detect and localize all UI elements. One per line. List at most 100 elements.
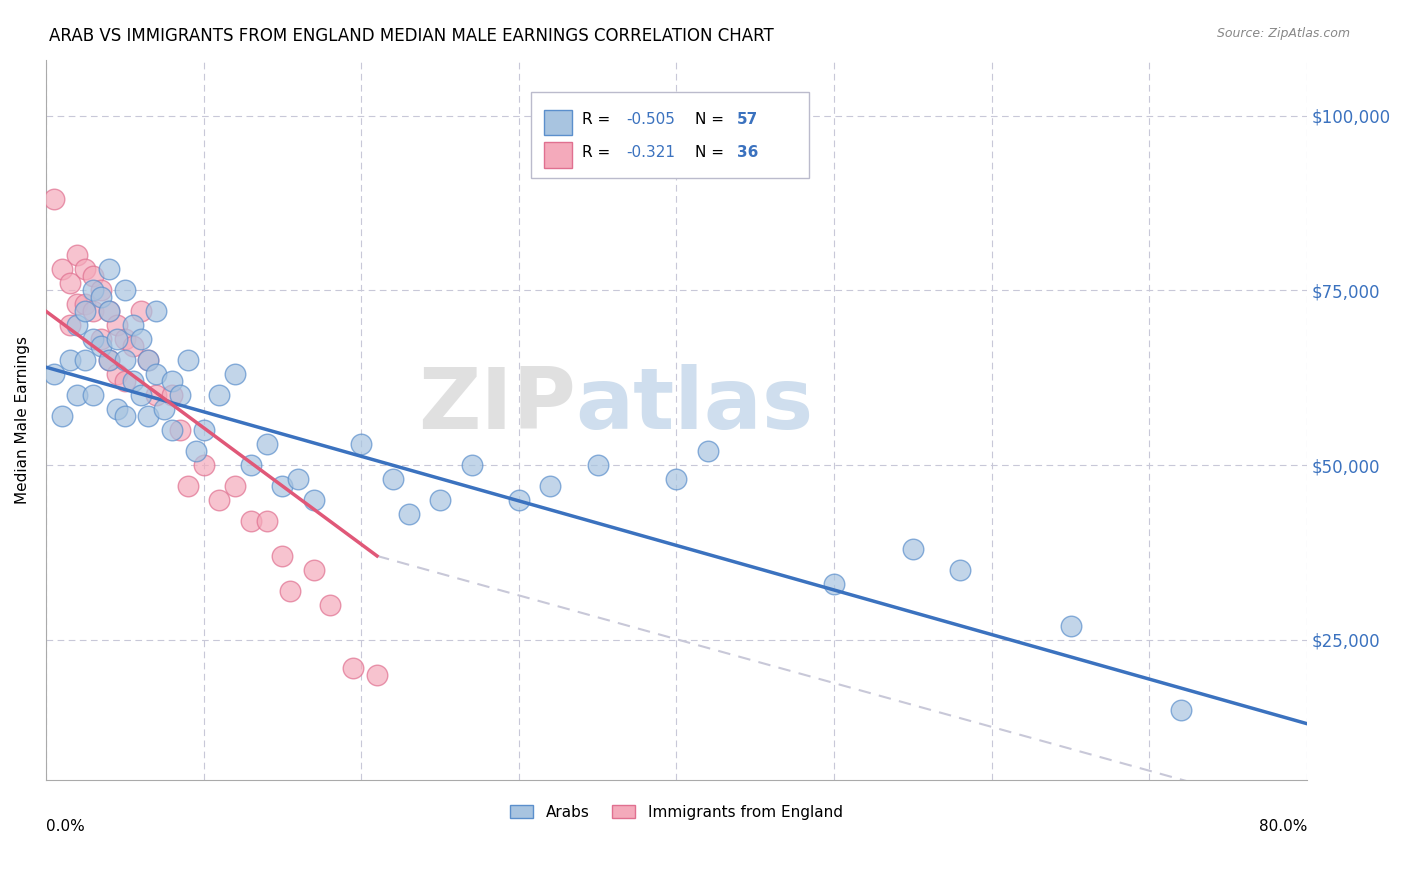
Text: 80.0%: 80.0% (1258, 819, 1308, 834)
Point (138, 409, 160, 423)
Point (82, 283, 104, 297)
Point (114, 283, 136, 297)
Point (90, 290, 112, 304)
Point (287, 472, 309, 486)
Point (121, 374, 143, 388)
Point (208, 388, 231, 402)
Point (239, 458, 262, 472)
Point (145, 367, 167, 381)
Y-axis label: Median Male Earnings: Median Male Earnings (15, 335, 30, 504)
Legend: Arabs, Immigrants from England: Arabs, Immigrants from England (505, 798, 849, 826)
Point (256, 514, 278, 528)
Point (318, 598, 340, 612)
Point (82, 304, 104, 318)
Text: 36: 36 (737, 145, 758, 160)
Point (160, 423, 183, 437)
Point (1059, 619, 1081, 633)
FancyBboxPatch shape (531, 92, 808, 178)
Point (51, 262, 73, 277)
Point (508, 493, 530, 508)
Point (90, 283, 112, 297)
Point (90, 339, 112, 353)
Text: atlas: atlas (575, 364, 814, 447)
Point (129, 388, 152, 402)
Text: -0.321: -0.321 (626, 145, 675, 160)
Point (66, 248, 89, 262)
Point (256, 437, 278, 451)
Point (239, 514, 262, 528)
Point (224, 367, 246, 381)
Point (460, 458, 482, 472)
Text: Source: ZipAtlas.com: Source: ZipAtlas.com (1216, 27, 1350, 40)
Point (105, 402, 128, 417)
Point (121, 339, 143, 353)
Point (429, 493, 451, 508)
Point (208, 493, 231, 508)
Point (42, 367, 65, 381)
Point (75, 304, 97, 318)
Point (177, 479, 200, 493)
Point (75, 262, 97, 277)
Point (169, 423, 191, 437)
Point (129, 332, 152, 346)
Point (366, 667, 388, 681)
Point (160, 388, 183, 402)
Point (224, 479, 246, 493)
Point (342, 661, 364, 675)
Point (82, 332, 104, 346)
Point (75, 297, 97, 311)
Point (59, 277, 82, 291)
Point (121, 318, 143, 333)
Point (586, 458, 609, 472)
Point (51, 409, 73, 423)
Point (138, 353, 160, 368)
Point (98, 262, 121, 277)
Point (75, 353, 97, 368)
Point (145, 388, 167, 402)
Point (66, 318, 89, 333)
Bar (544, 143, 572, 168)
Point (177, 353, 200, 368)
Text: R =: R = (582, 112, 614, 128)
Point (949, 563, 972, 577)
Point (42, 193, 65, 207)
Point (153, 402, 176, 417)
Point (105, 332, 128, 346)
Point (138, 353, 160, 368)
Point (160, 374, 183, 388)
Text: ARAB VS IMMIGRANTS FROM ENGLAND MEDIAN MALE EARNINGS CORRELATION CHART: ARAB VS IMMIGRANTS FROM ENGLAND MEDIAN M… (49, 27, 773, 45)
Point (271, 479, 294, 493)
Text: 0.0%: 0.0% (46, 819, 84, 834)
Point (193, 458, 215, 472)
Point (98, 304, 121, 318)
Point (302, 493, 325, 508)
Point (114, 332, 136, 346)
Text: N =: N = (696, 112, 730, 128)
Point (98, 304, 121, 318)
Point (98, 353, 121, 368)
Point (381, 472, 404, 486)
Point (1170, 703, 1192, 717)
Point (98, 353, 121, 368)
Point (665, 472, 688, 486)
Text: -0.505: -0.505 (626, 112, 675, 128)
Point (66, 297, 89, 311)
Point (901, 541, 924, 556)
Point (59, 353, 82, 368)
Point (145, 304, 167, 318)
Point (271, 549, 294, 563)
Text: 57: 57 (737, 112, 758, 128)
Point (105, 318, 128, 333)
Point (823, 577, 845, 591)
Point (184, 444, 207, 458)
Point (278, 583, 301, 598)
Point (66, 388, 89, 402)
Point (90, 332, 112, 346)
Point (193, 423, 215, 437)
Point (59, 318, 82, 333)
Text: R =: R = (582, 145, 614, 160)
Bar (544, 110, 572, 136)
Point (105, 367, 128, 381)
Point (697, 444, 720, 458)
Point (538, 479, 561, 493)
